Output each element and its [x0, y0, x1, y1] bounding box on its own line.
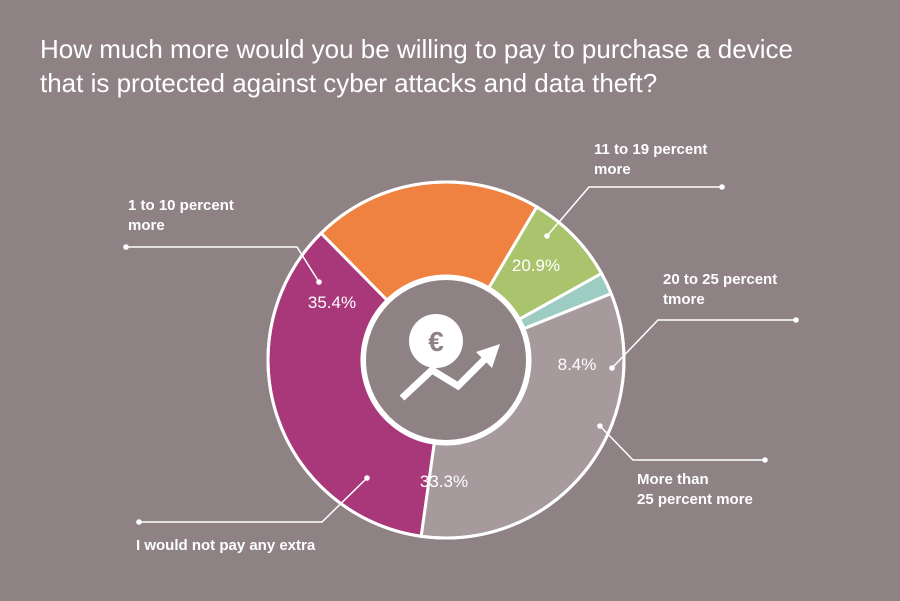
label-20-to-25: 20 to 25 percent tmore	[663, 270, 777, 310]
leader-no-extra	[139, 477, 368, 523]
label-more-than-25-line-1: More than	[637, 471, 709, 488]
leader-11-to-19-end-dot	[719, 184, 725, 190]
euro-growth-icon: €	[362, 276, 530, 444]
label-more-than-25-line-2: 25 percent more	[637, 491, 753, 508]
growth-arrow-line	[399, 353, 491, 401]
label-1-to-10-line-2: more	[128, 217, 165, 234]
leader-20-to-25-start-dot	[609, 365, 615, 371]
chart-title-line-2: that is protected against cyber attacks …	[40, 68, 658, 98]
label-11-to-19-line-2: more	[594, 161, 631, 178]
label-20-to-25-line-1: 20 to 25 percent	[663, 271, 778, 288]
leader-more-than-25	[599, 425, 765, 461]
leader-no-extra-end-dot	[136, 519, 142, 525]
leader-11-to-19	[546, 186, 722, 237]
label-1-to-10: 1 to 10 percent more	[128, 196, 234, 236]
leader-1-to-10-end-dot	[123, 244, 129, 250]
label-11-to-19: 11 to 19 percent more	[594, 140, 707, 180]
value-label-11-to-19: 20.9%	[511, 256, 561, 275]
euro-coin-icon	[409, 314, 463, 368]
donut-outer-ring	[266, 180, 626, 540]
chart-title: How much more would you be willing to pa…	[40, 32, 870, 100]
chart-title-line-1: How much more would you be willing to pa…	[40, 34, 793, 64]
label-1-to-10-line-1: 1 to 10 percent	[128, 197, 234, 214]
value-label-no-extra: 33.3%	[419, 472, 469, 491]
leader-more-than-25-start-dot	[597, 423, 603, 429]
leader-1-to-10	[126, 246, 320, 283]
label-no-extra: I would not pay any extra	[136, 536, 315, 556]
leader-20-to-25-end-dot	[793, 317, 799, 323]
euro-symbol: €	[428, 326, 444, 357]
leader-11-to-19-start-dot	[544, 233, 550, 239]
leader-20-to-25	[611, 319, 796, 369]
value-label-1-to-10: 35.4%	[307, 293, 357, 312]
leader-1-to-10-start-dot	[316, 279, 322, 285]
leader-more-than-25-end-dot	[762, 457, 768, 463]
label-no-extra-line-1: I would not pay any extra	[136, 537, 316, 554]
leader-no-extra-start-dot	[364, 475, 370, 481]
growth-arrow-head	[476, 344, 500, 368]
label-20-to-25-line-2: tmore	[663, 291, 705, 308]
value-label-20-to-25: 8.4%	[557, 355, 597, 374]
label-more-than-25: More than 25 percent more	[637, 470, 753, 510]
label-11-to-19-line-1: 11 to 19 percent	[594, 141, 708, 158]
